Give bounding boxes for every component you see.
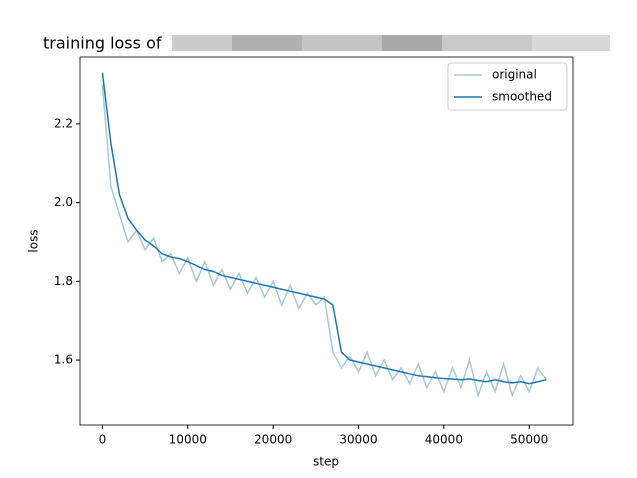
legend: original smoothed	[447, 62, 568, 111]
legend-label: smoothed	[492, 90, 552, 104]
y-tick-label: 1.8	[54, 274, 73, 288]
x-tick-label: 30000	[339, 433, 377, 447]
y-tick-label: 2.2	[54, 116, 73, 130]
y-tick-label: 1.6	[54, 353, 73, 367]
series-line	[101, 84, 547, 399]
x-tick-label: 50000	[510, 433, 548, 447]
x-tick-label: 0	[99, 433, 107, 447]
plot-frame	[79, 56, 574, 426]
y-axis-label: loss	[27, 229, 41, 252]
x-tick-label: 20000	[254, 433, 292, 447]
x-axis-label: step	[313, 455, 339, 469]
series-line	[101, 72, 547, 385]
chart-title: training loss of	[43, 34, 162, 53]
redacted-title	[172, 35, 610, 51]
x-tick-label: 10000	[169, 433, 207, 447]
y-tick-label: 2.0	[54, 195, 73, 209]
x-tick-label: 40000	[425, 433, 463, 447]
legend-label: original	[492, 68, 537, 82]
